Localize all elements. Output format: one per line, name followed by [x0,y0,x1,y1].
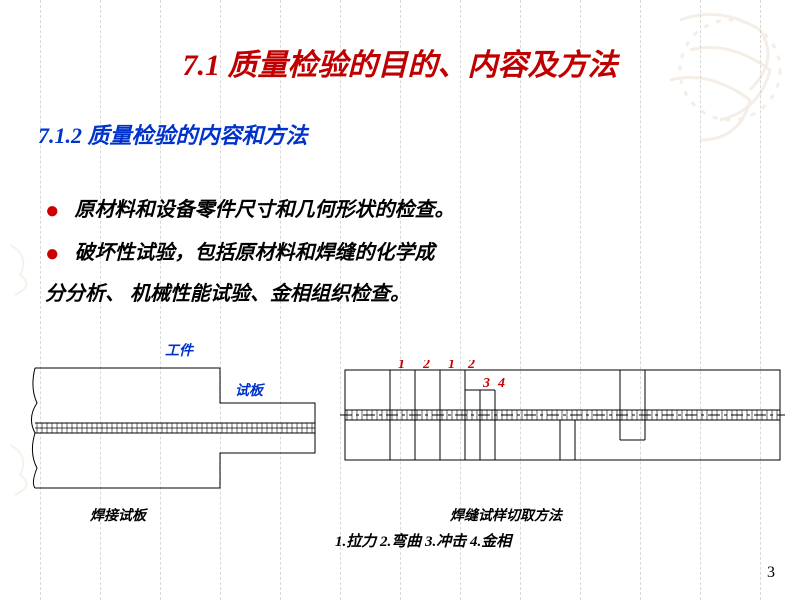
diagram-area: 工件 试板 [10,330,790,570]
bullet-1: 原材料和设备零件尺寸和几何形状的检查。 [75,199,455,221]
caption-left: 焊接试板 [90,505,146,525]
bullet-icon: ● [45,241,60,267]
svg-text:4: 4 [497,376,505,391]
body-text: ● 原材料和设备零件尺寸和几何形状的检查。 ● 破坏性试验，包括原材料和焊缝的化… [45,190,755,312]
bullet-icon: ● [45,198,60,224]
svg-text:1: 1 [398,360,405,372]
caption-right: 焊缝试样切取方法 [450,505,562,525]
section-subtitle: 7.1.2 质量检验的内容和方法 [38,118,308,150]
welding-test-plate-diagram [15,358,325,498]
sample-cutting-diagram: 1 2 1 2 3 4 [340,360,790,470]
svg-text:2: 2 [467,360,475,372]
page-title: 7.1 质量检验的目的、内容及方法 [0,40,800,84]
continuation-line: 分分析、 机械性能试验、金相组织检查。 [45,276,755,312]
label-gongjian: 工件 [165,340,193,360]
watermark-midleft [5,240,45,300]
page-number: 3 [767,564,775,582]
svg-text:1: 1 [448,360,455,372]
bullet-2: 破坏性试验，包括原材料和焊缝的化学成 [75,242,435,264]
svg-text:2: 2 [422,360,430,372]
legend: 1.拉力 2.弯曲 3.冲击 4.金相 [335,530,511,551]
svg-text:3: 3 [482,376,490,391]
